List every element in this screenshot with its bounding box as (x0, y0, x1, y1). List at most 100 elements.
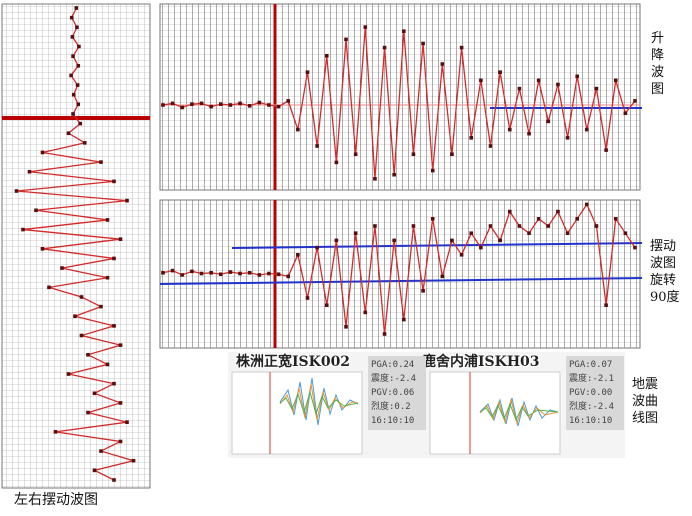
info-line: PGA:0.24 (371, 360, 415, 370)
wave-point (74, 6, 79, 10)
wave-point (546, 119, 551, 124)
wave-point (527, 131, 531, 136)
wave-point (76, 63, 81, 68)
station-title: 鹿舍内浦ISKH03 (422, 354, 540, 370)
wave-point (392, 172, 396, 177)
wave-point (315, 144, 319, 148)
info-line: 16:10:10 (371, 416, 415, 426)
wave-point (69, 15, 74, 20)
wave-point (363, 25, 368, 29)
wave-point (633, 99, 637, 103)
wave-point (488, 224, 493, 228)
wave-point (479, 78, 483, 83)
wave-point (286, 99, 291, 103)
thumb-trace (279, 383, 359, 421)
wave-point (125, 420, 129, 425)
wave-point (594, 224, 599, 228)
wave-point (565, 231, 570, 235)
wave-point (421, 289, 425, 293)
quake-thumbnails (228, 352, 625, 458)
info-line: 震度:-2.4 (371, 374, 417, 384)
wave-point (180, 273, 185, 277)
wave-point (556, 82, 560, 87)
wave-point (118, 343, 123, 347)
info-box: PGA:0.07 震度:-2.1 PGV:0.00 烈度:-2.4 16:10:10 (566, 356, 624, 430)
wave-point (40, 247, 45, 251)
wave-point (430, 168, 435, 173)
wave-point (47, 285, 51, 290)
wave-point (623, 231, 628, 235)
lift-label: 升降波图 (651, 31, 665, 97)
wave-point (498, 238, 502, 243)
left-label: 左右摆动波图 (14, 492, 98, 508)
wave-point (450, 152, 454, 156)
wave-point (344, 325, 348, 329)
info-line: PGV:0.00 (569, 388, 613, 398)
wave-point (575, 74, 580, 79)
wave-point (99, 160, 103, 164)
info-box: PGA:0.24 震度:-2.4 PGV:0.06 烈度:0.2 16:10:10 (368, 356, 426, 430)
wave-point (488, 144, 493, 148)
info-line: 烈度:0.2 (371, 402, 411, 412)
wave-point (118, 401, 123, 405)
thumb-plot (231, 371, 363, 455)
wave-point (296, 253, 300, 257)
wave-point (334, 160, 339, 165)
wave-point (247, 271, 252, 275)
wave-point (75, 83, 80, 87)
wave-point (507, 127, 512, 132)
wave-point (71, 112, 75, 116)
wave-point (373, 177, 377, 181)
wave-point (86, 352, 90, 357)
wave-point (69, 73, 73, 78)
wave-point (267, 271, 271, 276)
wave-point (536, 217, 541, 221)
wave-point (105, 275, 110, 280)
wave-point (14, 189, 19, 193)
left-grid (1, 3, 151, 489)
wave-point (440, 62, 445, 66)
wave-point (440, 274, 445, 279)
info-line: 震度:-2.1 (569, 374, 615, 384)
wave-point (218, 102, 223, 106)
info-line: 烈度:-2.4 (569, 402, 615, 412)
wave-point (604, 303, 608, 307)
wave-point (79, 333, 84, 338)
wave-point (199, 271, 204, 276)
swing-label: 摆动波图旋转90度 (650, 239, 680, 305)
wave-point (92, 391, 97, 396)
wave-point (604, 148, 608, 152)
wave-point (421, 41, 425, 46)
quake-label: 地震波曲线图 (632, 377, 659, 426)
wave-point (613, 78, 618, 83)
wave-point (112, 256, 116, 261)
wave-point (546, 224, 551, 228)
wave-point (344, 37, 348, 42)
wave-point (276, 104, 281, 109)
wave-point (411, 152, 416, 156)
wave-point (92, 468, 97, 473)
wave-point (382, 332, 387, 336)
info-line: 16:10:10 (569, 416, 613, 426)
wave-point (469, 136, 474, 140)
wave-point (209, 271, 213, 275)
wave-point (517, 224, 522, 228)
wave-point (585, 127, 589, 132)
waves (14, 6, 637, 482)
wave-point (238, 271, 242, 276)
wave-point (402, 317, 406, 322)
wave-point (99, 304, 103, 309)
wave-point (411, 224, 416, 228)
thumb-trace (479, 402, 559, 422)
thumb-trace (279, 390, 359, 416)
wave-point (469, 231, 474, 235)
wave-point (105, 362, 110, 367)
wave-point (209, 104, 213, 109)
info-line: PGA:0.07 (569, 360, 613, 370)
wave-point (228, 103, 233, 107)
wave-point (34, 208, 38, 213)
wave-point (585, 202, 589, 207)
wave-point (267, 103, 271, 107)
wave-point (228, 270, 233, 274)
wave-point (112, 179, 116, 184)
